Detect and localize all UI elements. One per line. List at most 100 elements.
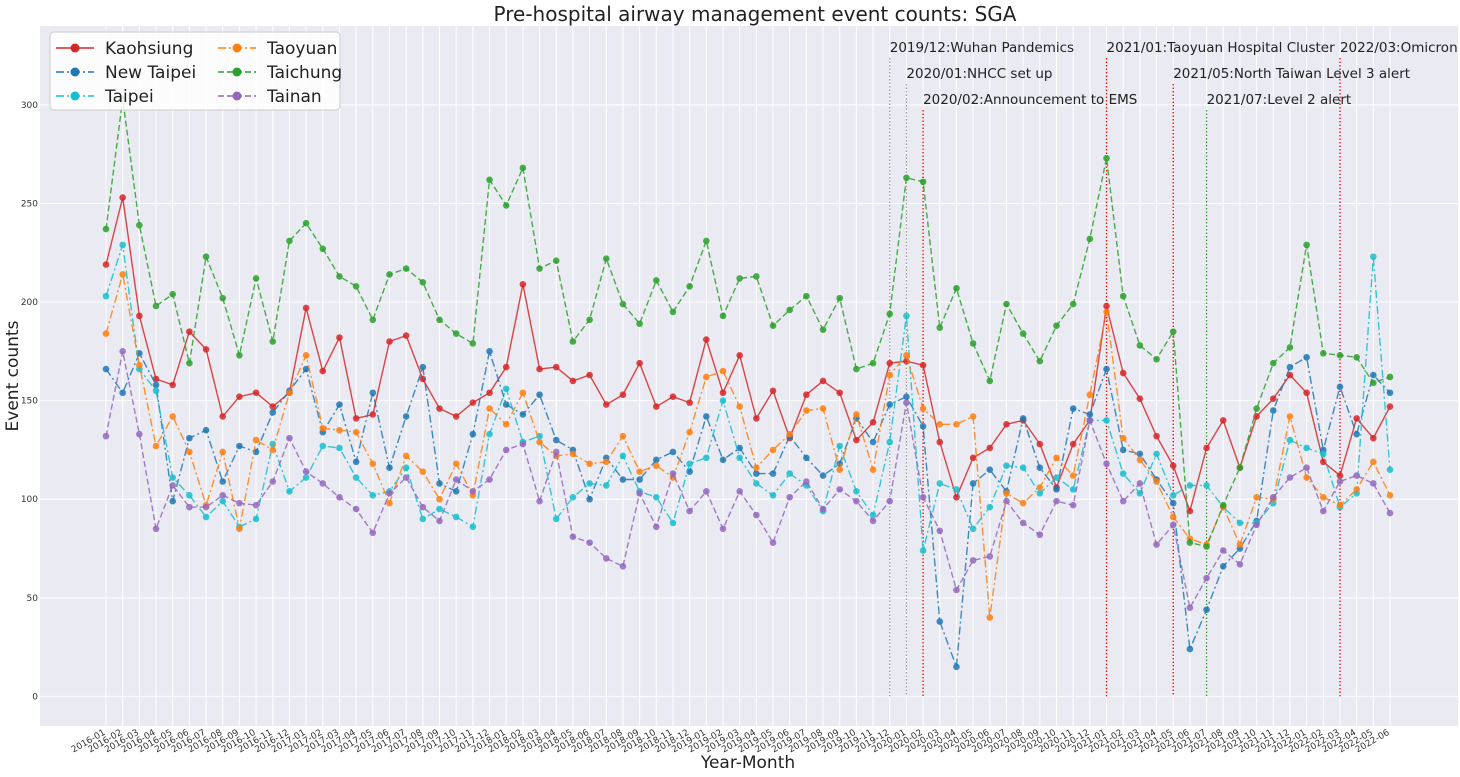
data-point [602, 255, 610, 262]
data-point [336, 273, 343, 280]
data-point [519, 281, 527, 288]
data-point [236, 525, 243, 533]
data-point [1019, 330, 1027, 337]
data-point [602, 458, 610, 466]
event-annotation-label: 2019/12:Wuhan Pandemics [890, 40, 1074, 56]
series-line [105, 98, 1391, 548]
data-point [1353, 486, 1360, 493]
data-point [636, 320, 643, 328]
data-point [869, 466, 877, 473]
data-point [469, 523, 477, 531]
data-point [1386, 466, 1394, 473]
data-point [419, 503, 427, 511]
data-point [769, 387, 777, 395]
data-point [486, 176, 493, 184]
data-point [753, 464, 760, 471]
data-point [1169, 491, 1177, 499]
data-point [169, 381, 177, 389]
data-point [369, 389, 377, 397]
data-point [269, 478, 277, 485]
data-point [936, 480, 944, 487]
legend-marker [70, 67, 80, 77]
data-point [1303, 464, 1310, 471]
event-annotations: 2019/12:Wuhan Pandemics 2020/01:NHCC set … [890, 40, 1458, 108]
data-point [169, 290, 177, 298]
data-point [936, 527, 944, 535]
data-point [452, 513, 460, 521]
data-point [1253, 405, 1260, 412]
data-point [1003, 497, 1010, 505]
data-point [903, 312, 910, 320]
data-point [619, 300, 627, 308]
data-point [652, 493, 660, 501]
data-point [402, 474, 410, 481]
data-point [1103, 302, 1110, 310]
data-point [986, 614, 994, 621]
data-point [402, 413, 410, 420]
data-point [1169, 462, 1177, 470]
data-point [803, 454, 810, 462]
data-point [1053, 454, 1060, 462]
data-point [969, 480, 977, 487]
data-point [1186, 539, 1194, 546]
data-point [786, 430, 793, 438]
data-point [819, 405, 827, 412]
data-point [1203, 574, 1210, 582]
data-point [636, 359, 643, 367]
data-point [536, 497, 543, 505]
data-point [736, 444, 743, 452]
data-point [953, 663, 960, 671]
data-point [452, 488, 460, 495]
data-point [919, 422, 927, 430]
data-point [452, 460, 460, 468]
data-point [619, 452, 627, 460]
data-point [302, 304, 310, 312]
legend-label: New Taipei [105, 63, 196, 83]
data-point [986, 377, 994, 385]
data-point [703, 413, 710, 420]
data-point [969, 454, 977, 462]
data-point [953, 493, 960, 501]
series-line [105, 351, 1391, 610]
event-annotation-label: 2022/03:Omicron [1340, 40, 1458, 56]
data-point [1019, 464, 1027, 471]
data-point [186, 328, 193, 335]
data-point [786, 470, 793, 477]
data-point [386, 271, 393, 278]
data-point [469, 340, 477, 347]
y-tick-label: 200 [21, 298, 38, 308]
data-point [1053, 486, 1060, 493]
data-point [986, 553, 994, 560]
data-point [252, 389, 260, 397]
data-point [753, 273, 760, 280]
data-point [236, 351, 243, 359]
data-point [302, 219, 310, 227]
data-point [869, 511, 877, 519]
data-point [686, 399, 693, 406]
data-point [452, 476, 460, 483]
data-point [1169, 513, 1177, 521]
event-annotation-label: 2020/02:Announcement to EMS [923, 92, 1137, 108]
y-tick-label: 150 [21, 397, 38, 407]
data-point [769, 322, 777, 330]
data-point [986, 466, 994, 473]
data-point [969, 557, 977, 564]
data-point [302, 351, 310, 359]
data-point [1236, 464, 1244, 471]
data-point [219, 491, 227, 499]
data-point [1153, 478, 1160, 485]
data-point [903, 174, 910, 182]
data-point [669, 393, 677, 401]
data-point [1286, 371, 1294, 379]
data-point [469, 488, 477, 495]
data-point [1303, 474, 1310, 481]
data-point [569, 450, 577, 458]
data-point [1169, 499, 1177, 507]
data-point [552, 448, 560, 456]
y-tick-label: 250 [21, 199, 38, 209]
data-point [136, 221, 143, 229]
data-point [252, 515, 260, 523]
data-point [569, 533, 577, 541]
data-point [1103, 365, 1110, 373]
data-point [803, 391, 810, 399]
